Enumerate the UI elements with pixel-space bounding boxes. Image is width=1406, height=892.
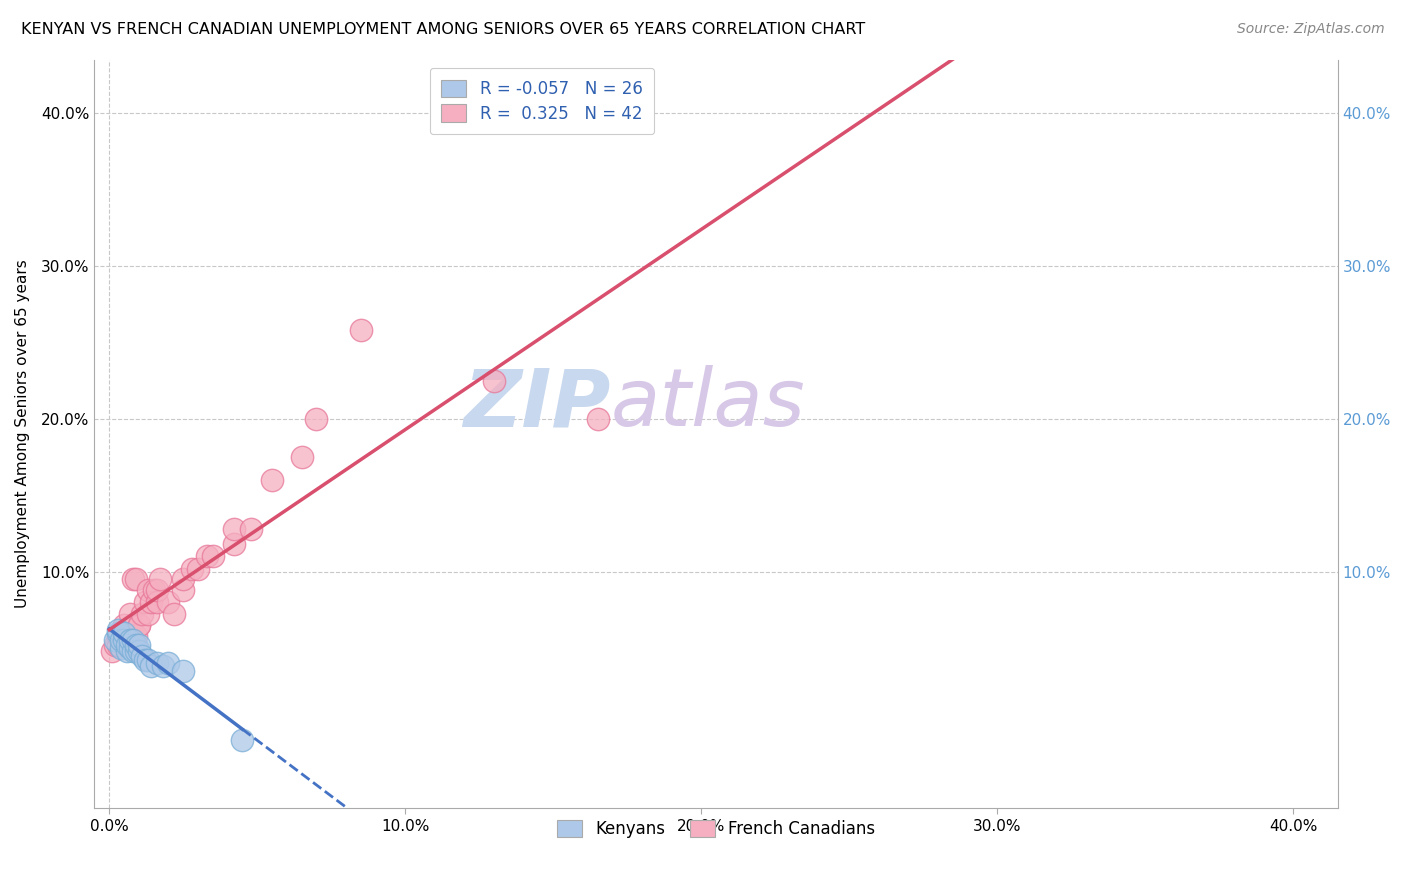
Point bbox=[112, 625, 135, 640]
Point bbox=[222, 522, 245, 536]
Point bbox=[112, 618, 135, 632]
Point bbox=[107, 629, 129, 643]
Point bbox=[139, 595, 162, 609]
Point bbox=[112, 629, 135, 643]
Point bbox=[145, 582, 167, 597]
Y-axis label: Unemployment Among Seniors over 65 years: Unemployment Among Seniors over 65 years bbox=[15, 260, 30, 608]
Point bbox=[152, 659, 174, 673]
Point bbox=[128, 638, 150, 652]
Point bbox=[136, 582, 159, 597]
Text: ZIP: ZIP bbox=[463, 365, 610, 443]
Point bbox=[136, 653, 159, 667]
Point bbox=[110, 629, 132, 643]
Point bbox=[145, 657, 167, 671]
Point bbox=[101, 644, 124, 658]
Point bbox=[131, 607, 153, 622]
Point bbox=[122, 644, 145, 658]
Point bbox=[482, 374, 505, 388]
Point bbox=[115, 638, 138, 652]
Point bbox=[128, 618, 150, 632]
Point bbox=[157, 657, 180, 671]
Point bbox=[125, 572, 148, 586]
Point bbox=[125, 629, 148, 643]
Point bbox=[187, 561, 209, 575]
Point bbox=[163, 607, 186, 622]
Point bbox=[181, 561, 204, 575]
Point bbox=[118, 633, 141, 648]
Point bbox=[104, 638, 127, 652]
Point bbox=[110, 633, 132, 648]
Point bbox=[128, 618, 150, 632]
Text: atlas: atlas bbox=[610, 365, 806, 443]
Point bbox=[128, 644, 150, 658]
Legend: Kenyans, French Canadians: Kenyans, French Canadians bbox=[550, 814, 882, 845]
Point bbox=[149, 572, 172, 586]
Point bbox=[131, 648, 153, 663]
Point bbox=[118, 607, 141, 622]
Point bbox=[586, 411, 609, 425]
Text: KENYAN VS FRENCH CANADIAN UNEMPLOYMENT AMONG SENIORS OVER 65 YEARS CORRELATION C: KENYAN VS FRENCH CANADIAN UNEMPLOYMENT A… bbox=[21, 22, 865, 37]
Point bbox=[145, 595, 167, 609]
Point bbox=[262, 473, 284, 487]
Point bbox=[125, 644, 148, 658]
Point bbox=[112, 633, 135, 648]
Point bbox=[195, 549, 218, 564]
Point bbox=[122, 633, 145, 648]
Point bbox=[110, 640, 132, 655]
Point bbox=[115, 638, 138, 652]
Point bbox=[134, 653, 156, 667]
Point bbox=[305, 411, 328, 425]
Point bbox=[118, 638, 141, 652]
Point bbox=[139, 659, 162, 673]
Point bbox=[104, 633, 127, 648]
Point bbox=[136, 607, 159, 622]
Point bbox=[107, 623, 129, 637]
Point bbox=[118, 640, 141, 655]
Point bbox=[231, 732, 253, 747]
Point bbox=[201, 549, 224, 564]
Point bbox=[172, 572, 194, 586]
Point bbox=[115, 629, 138, 643]
Point bbox=[350, 323, 373, 337]
Text: Source: ZipAtlas.com: Source: ZipAtlas.com bbox=[1237, 22, 1385, 37]
Point bbox=[291, 450, 314, 464]
Point bbox=[107, 625, 129, 640]
Point bbox=[222, 537, 245, 551]
Point bbox=[134, 595, 156, 609]
Point bbox=[157, 595, 180, 609]
Point bbox=[115, 644, 138, 658]
Point bbox=[142, 582, 165, 597]
Point bbox=[107, 638, 129, 652]
Point bbox=[125, 638, 148, 652]
Point bbox=[172, 582, 194, 597]
Point bbox=[122, 572, 145, 586]
Point bbox=[172, 664, 194, 678]
Point bbox=[240, 522, 263, 536]
